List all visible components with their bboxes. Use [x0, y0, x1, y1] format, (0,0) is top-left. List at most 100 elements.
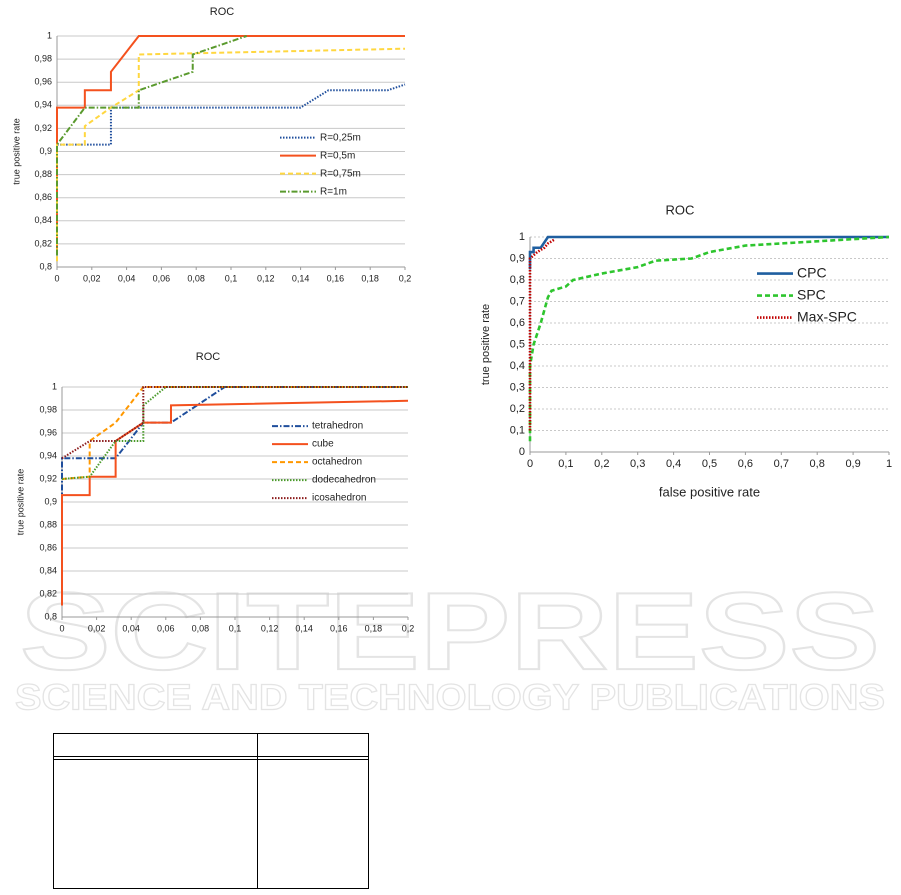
y-tick-label: 0,94 — [39, 450, 57, 460]
y-tick-label: 0,96 — [34, 77, 52, 87]
y-tick-label: 0,1 — [510, 424, 525, 436]
roc-line — [56, 35, 405, 256]
y-axis-label: true positive rate — [15, 469, 25, 536]
x-tick-label: 0,2 — [402, 623, 415, 633]
y-tick-label: 1 — [52, 381, 57, 391]
chart-title: ROC — [196, 351, 221, 363]
x-tick-label: 0,2 — [399, 273, 412, 283]
y-tick-label: 0,96 — [39, 427, 57, 437]
x-tick-label: 0,04 — [118, 273, 136, 283]
legend-label: tetrahedron — [312, 421, 363, 432]
x-tick-label: 0 — [59, 623, 64, 633]
y-tick-label: 0,8 — [44, 611, 57, 621]
y-tick-label: 0,92 — [34, 123, 52, 133]
y-tick-label: 0,9 — [44, 496, 57, 506]
roc-line — [61, 386, 408, 460]
y-tick-label: 0,86 — [39, 542, 57, 552]
legend-label: Max-SPC — [797, 308, 857, 324]
y-tick-label: 1 — [519, 231, 525, 243]
x-tick-label: 0,06 — [153, 273, 171, 283]
y-tick-label: 0,82 — [34, 238, 52, 248]
legend-label: icosahedron — [312, 493, 366, 504]
x-tick-label: 0,02 — [88, 623, 106, 633]
y-tick-label: 0,88 — [39, 519, 57, 529]
x-tick-label: 0,08 — [187, 273, 205, 283]
roc-line — [61, 386, 408, 480]
x-tick-label: 0,14 — [295, 623, 313, 633]
y-tick-label: 0,84 — [34, 215, 52, 225]
table-column-rule — [257, 734, 258, 888]
x-tick-label: 0,12 — [257, 273, 275, 283]
watermark-title: SCITEPRESS — [20, 570, 880, 693]
x-tick-label: 0,18 — [365, 623, 383, 633]
x-tick-label: 0,7 — [774, 458, 789, 470]
y-tick-label: 0 — [519, 446, 525, 458]
table-header-rule — [54, 756, 368, 757]
x-tick-label: 0,1 — [558, 458, 573, 470]
table-header-rule — [54, 759, 368, 760]
y-tick-label: 0,2 — [510, 403, 525, 415]
x-axis-label: false positive rate — [659, 484, 760, 499]
y-tick-label: 0,98 — [39, 404, 57, 414]
legend-label: R=1m — [320, 186, 347, 197]
legend-label: R=0,75m — [320, 168, 361, 179]
x-tick-label: 0 — [54, 273, 59, 283]
x-tick-label: 0,5 — [702, 458, 717, 470]
y-tick-label: 0,92 — [39, 473, 57, 483]
y-tick-label: 1 — [47, 30, 52, 40]
y-axis-label: true positive rate — [11, 118, 21, 185]
x-tick-label: 0,04 — [122, 623, 140, 633]
y-tick-label: 0,98 — [34, 53, 52, 63]
x-tick-label: 0,08 — [192, 623, 210, 633]
legend-label: SPC — [797, 286, 826, 302]
roc-line — [56, 47, 406, 262]
roc-line — [528, 235, 890, 442]
legend-label: dodecahedron — [312, 475, 376, 486]
y-tick-label: 0,9 — [510, 252, 525, 264]
y-tick-label: 0,7 — [510, 295, 525, 307]
roc-line — [528, 238, 556, 431]
y-tick-label: 0,86 — [34, 192, 52, 202]
y-tick-label: 0,8 — [510, 274, 525, 286]
x-tick-label: 0,6 — [738, 458, 753, 470]
roc-line — [528, 235, 889, 270]
chart-title: ROC — [666, 202, 695, 217]
roc-line — [61, 399, 409, 606]
x-tick-label: 0,1 — [225, 273, 238, 283]
y-tick-label: 0,3 — [510, 381, 525, 393]
x-tick-label: 0,16 — [330, 623, 348, 633]
y-tick-label: 0,84 — [39, 565, 57, 575]
x-tick-label: 0,06 — [157, 623, 175, 633]
legend-label: R=0,5m — [320, 150, 355, 161]
legend-label: cube — [312, 439, 334, 450]
empty-table — [53, 733, 369, 889]
y-axis-label: true positive rate — [480, 304, 492, 385]
x-tick-label: 0,02 — [83, 273, 101, 283]
x-tick-label: 0,14 — [292, 273, 310, 283]
y-tick-label: 0,94 — [34, 100, 52, 110]
legend-label: CPC — [797, 264, 827, 280]
y-tick-label: 0,88 — [34, 169, 52, 179]
y-tick-label: 0,5 — [510, 338, 525, 350]
x-tick-label: 1 — [886, 458, 892, 470]
legend-label: octahedron — [312, 457, 362, 468]
x-tick-label: 0 — [527, 458, 533, 470]
x-tick-label: 0,2 — [594, 458, 609, 470]
chart-title: ROC — [210, 6, 235, 18]
x-tick-label: 0,18 — [361, 273, 379, 283]
x-tick-label: 0,12 — [261, 623, 279, 633]
y-tick-label: 0,82 — [39, 588, 57, 598]
watermark-subtitle: SCIENCE AND TECHNOLOGY PUBLICATIONS — [15, 677, 885, 718]
x-tick-label: 0,8 — [810, 458, 825, 470]
x-tick-label: 0,3 — [630, 458, 645, 470]
x-tick-label: 0,16 — [327, 273, 345, 283]
x-tick-label: 0,9 — [845, 458, 860, 470]
x-tick-label: 0,1 — [229, 623, 242, 633]
legend-label: R=0,25m — [320, 132, 361, 143]
y-tick-label: 0,9 — [39, 146, 52, 156]
y-tick-label: 0,8 — [39, 261, 52, 271]
y-tick-label: 0,4 — [510, 360, 525, 372]
roc-line — [56, 35, 247, 256]
